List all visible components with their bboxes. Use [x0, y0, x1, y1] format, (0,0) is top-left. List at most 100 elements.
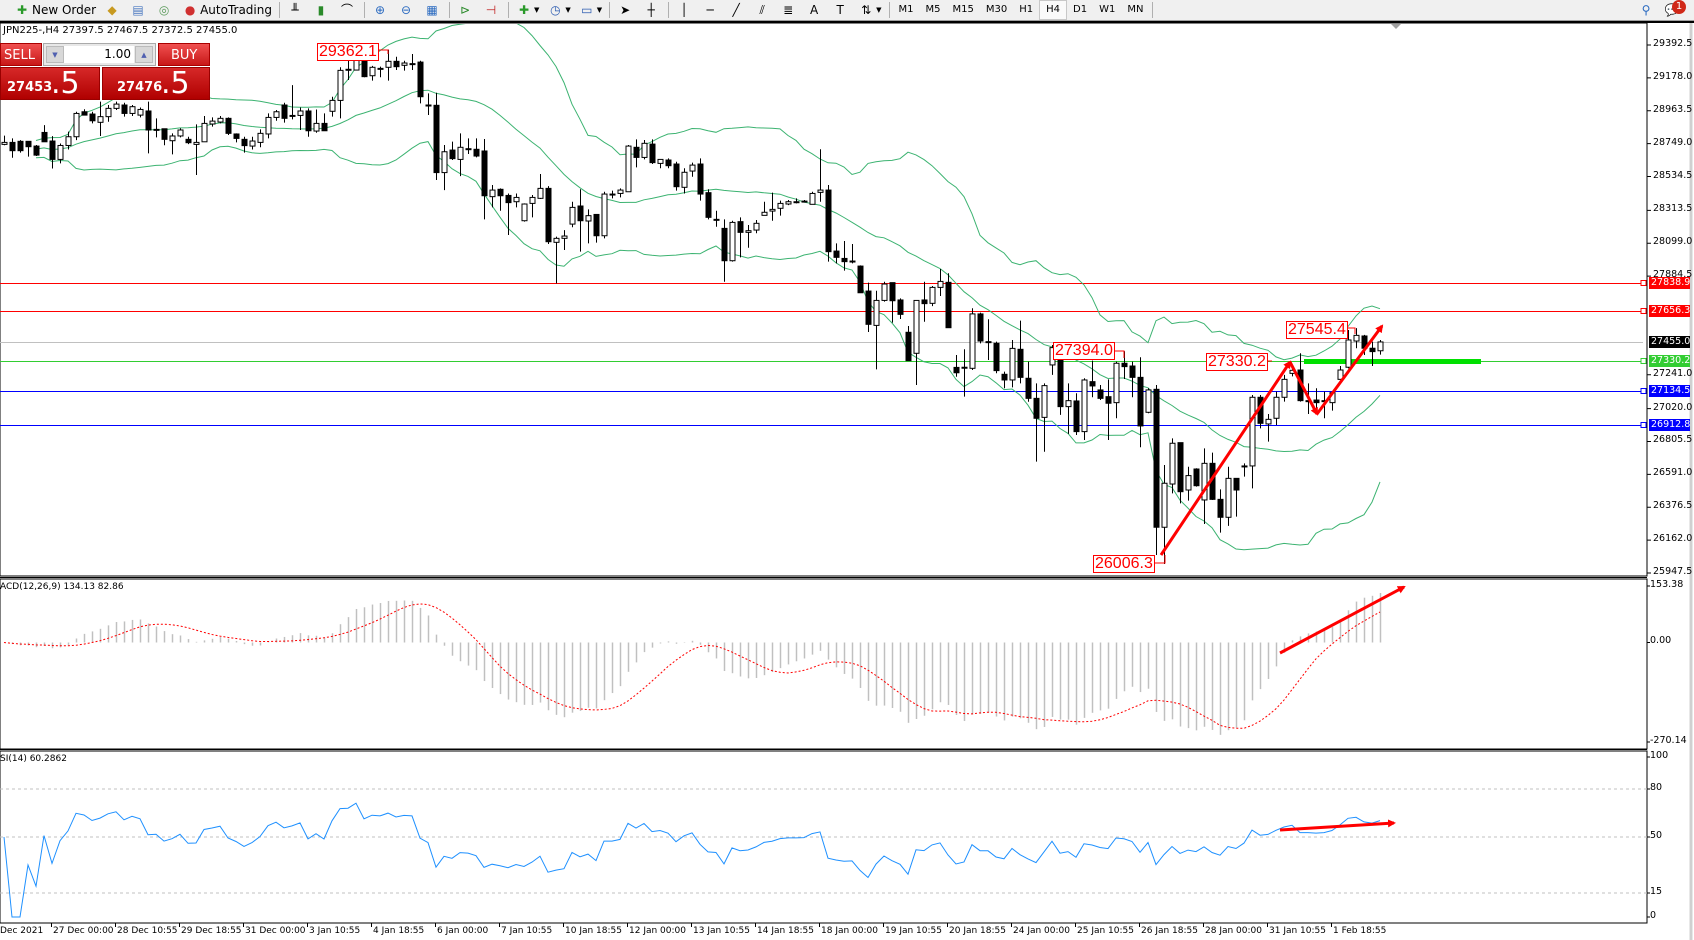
- bar-chart-button[interactable]: ╨: [283, 0, 309, 20]
- line-chart-button[interactable]: ⌒: [335, 0, 361, 20]
- candle: [577, 189, 584, 252]
- macd-signal-line: [3, 603, 1381, 729]
- candle: [569, 201, 576, 228]
- trend-arrow[interactable]: [1159, 360, 1292, 556]
- auto-scroll-button[interactable]: ⊳: [453, 0, 479, 20]
- line-anchor-handle[interactable]: [1640, 308, 1647, 314]
- candle-body-bear: [993, 342, 1000, 372]
- candle-body-bear: [737, 221, 744, 233]
- zoom-in-button[interactable]: ⊕: [368, 0, 394, 20]
- candle: [1169, 438, 1176, 494]
- search-button[interactable]: ⚲: [1634, 0, 1660, 20]
- horizontal-line-button[interactable]: ─: [698, 0, 724, 20]
- price-label-26006.3[interactable]: 26006.3: [1093, 555, 1155, 573]
- search-icon: ⚲: [1641, 3, 1651, 17]
- candle: [601, 191, 608, 239]
- price-label-27330.2[interactable]: 27330.2: [1206, 353, 1268, 371]
- buy-price-button[interactable]: 27476 .5: [102, 66, 210, 101]
- signals-button[interactable]: ◎: [152, 0, 178, 20]
- candle: [441, 145, 448, 191]
- chart-shift-button[interactable]: ⊣: [479, 0, 505, 20]
- gold-bars-button[interactable]: ◆: [100, 0, 126, 20]
- templates-button[interactable]: ▭ ▼: [575, 0, 606, 20]
- trend-arrow[interactable]: [1279, 819, 1396, 832]
- timeframe-m5[interactable]: M5: [925, 4, 941, 15]
- candle: [1233, 477, 1240, 517]
- sell-price-button[interactable]: 27453 .5: [0, 66, 100, 101]
- notifications-button[interactable]: 💬1: [1660, 0, 1694, 20]
- crosshair-button[interactable]: ┼: [639, 0, 665, 20]
- tile-windows-button[interactable]: ▦: [420, 0, 446, 20]
- line-anchor-handle[interactable]: [1640, 280, 1647, 286]
- text-label-button[interactable]: T: [828, 0, 854, 20]
- line-anchor-handle[interactable]: [1640, 422, 1647, 428]
- candle: [729, 220, 736, 262]
- vertical-line-button[interactable]: │: [672, 0, 698, 20]
- timeframe-h4[interactable]: H4: [1039, 0, 1068, 20]
- arrows-button[interactable]: ⇅ ▼: [854, 0, 885, 20]
- time-axis-label: 26 Jan 18:55: [1141, 926, 1198, 936]
- price-label-connector: [1347, 327, 1356, 334]
- candle-body-bull: [337, 69, 344, 101]
- candle-body-bull: [681, 171, 688, 188]
- candle: [553, 236, 560, 284]
- candle-body-bull: [409, 63, 416, 66]
- toolbar-separator: [668, 2, 670, 18]
- sell-button[interactable]: SELL: [0, 43, 42, 66]
- candle-body-bear: [825, 189, 832, 253]
- candle-body-bear: [953, 366, 960, 374]
- line-anchor-handle[interactable]: [1640, 388, 1647, 394]
- line-anchor-handle[interactable]: [1640, 358, 1647, 364]
- lot-size-input[interactable]: 1.00: [64, 46, 134, 63]
- sell-price-fraction: .5: [51, 66, 80, 101]
- candle: [777, 200, 784, 216]
- buy-button[interactable]: BUY: [158, 43, 210, 66]
- chart-shift-marker[interactable]: [1391, 24, 1401, 29]
- equidistant-channel-button[interactable]: ⫽: [750, 0, 776, 20]
- zoom-out-icon: ⊖: [400, 3, 412, 17]
- timeframe-d1[interactable]: D1: [1073, 4, 1088, 15]
- zoom-out-button[interactable]: ⊖: [394, 0, 420, 20]
- periods-button[interactable]: ◷ ▼: [543, 0, 574, 20]
- price-label-27545.4[interactable]: 27545.4: [1286, 321, 1348, 339]
- candle: [905, 326, 912, 362]
- trend-arrow[interactable]: [1315, 324, 1384, 415]
- toolbar-separator: [507, 2, 509, 18]
- price-axis-label: 28749.0: [1653, 136, 1693, 148]
- timeframe-m15[interactable]: M15: [952, 4, 974, 15]
- cursor-icon: ➤: [620, 3, 631, 17]
- trend-arrow[interactable]: [1288, 361, 1319, 416]
- lot-size-field: ▼ 1.00 ▲: [43, 43, 156, 66]
- candle: [1, 135, 8, 146]
- cursor-button[interactable]: ➤: [613, 0, 639, 20]
- timeframe-w1[interactable]: W1: [1099, 4, 1116, 15]
- candle: [337, 67, 344, 119]
- timeframe-h1[interactable]: H1: [1019, 4, 1034, 15]
- candle: [545, 186, 552, 245]
- price-label-27394.0[interactable]: 27394.0: [1053, 342, 1115, 360]
- chart-symbol-header: JPN225-,H4 27397.5 27467.5 27372.5 27455…: [3, 25, 238, 36]
- candle: [825, 185, 832, 262]
- new-order-button[interactable]: ✚ New Order: [0, 0, 100, 20]
- trendline-button[interactable]: ╱: [724, 0, 750, 20]
- timeframe-mn[interactable]: MN: [1127, 4, 1144, 15]
- candle-body-bear: [49, 140, 56, 160]
- indicators-button[interactable]: ✚ ▼: [512, 0, 543, 20]
- autotrading-button[interactable]: ● AutoTrading: [178, 0, 276, 20]
- price-label-29362.1[interactable]: 29362.1: [317, 43, 379, 61]
- candle: [865, 282, 872, 332]
- timeframe-m30[interactable]: M30: [985, 4, 1008, 15]
- candle: [9, 138, 16, 158]
- lot-decrease-button[interactable]: ▼: [46, 46, 64, 63]
- fibonacci-button[interactable]: ≣: [776, 0, 802, 20]
- market-watch-button[interactable]: ▤: [126, 0, 152, 20]
- trend-arrow[interactable]: [1279, 585, 1406, 655]
- candle-body-bear: [673, 163, 680, 188]
- timeframe-m1[interactable]: M1: [898, 4, 914, 15]
- candle-body-bull: [1201, 462, 1208, 501]
- candle: [521, 203, 528, 222]
- candlestick-button[interactable]: ▮: [309, 0, 335, 20]
- lot-increase-button[interactable]: ▲: [135, 46, 153, 63]
- text-button[interactable]: A: [802, 0, 828, 20]
